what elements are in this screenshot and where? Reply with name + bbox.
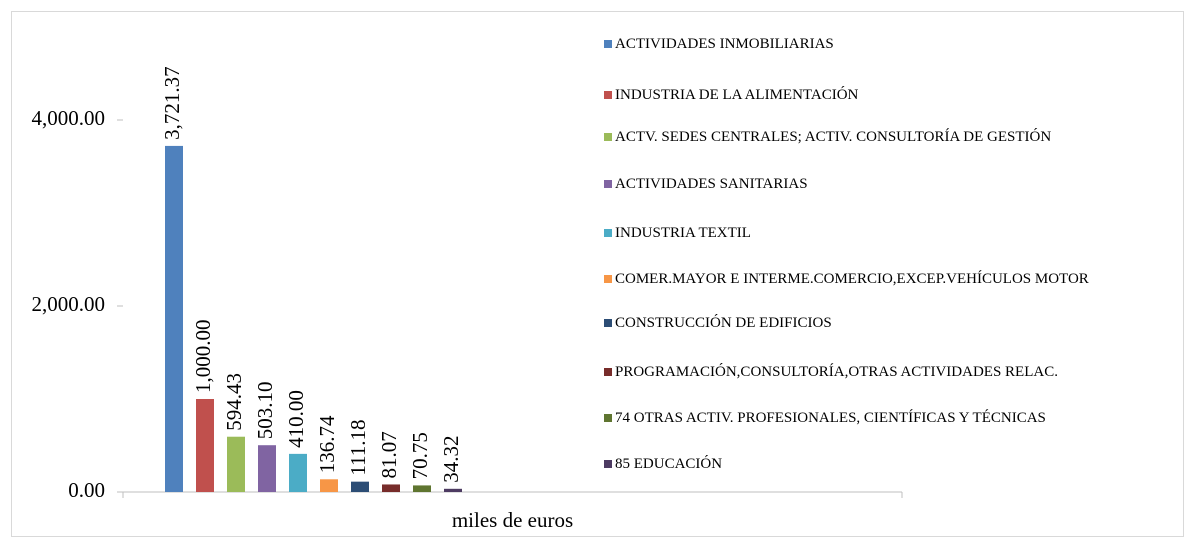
y-tick-label: 0.00	[68, 478, 105, 502]
legend-label: INDUSTRIA DE LA ALIMENTACIÓN	[615, 87, 859, 103]
legend-item: ACTIVIDADES INMOBILIARIAS	[604, 37, 1179, 52]
legend-swatch	[604, 460, 612, 468]
legend-label: 85 EDUCACIÓN	[615, 456, 723, 472]
legend-item: ACTV. SEDES CENTRALES; ACTIV. CONSULTORÍ…	[604, 130, 1179, 145]
legend-swatch	[604, 133, 612, 141]
bar	[196, 399, 214, 492]
legend-item: CONSTRUCCIÓN DE EDIFICIOS	[604, 316, 1179, 331]
bar	[351, 481, 369, 492]
legend-item: 85 EDUCACIÓN	[604, 457, 1179, 472]
legend-label: INDUSTRIA TEXTIL	[615, 225, 751, 241]
data-label: 1,000.00	[191, 320, 215, 394]
bar	[413, 485, 431, 492]
legend-label: CONSTRUCCIÓN DE EDIFICIOS	[615, 315, 832, 331]
legend-item: INDUSTRIA DE LA ALIMENTACIÓN	[604, 88, 1179, 103]
legend-item: PROGRAMACIÓN,CONSULTORÍA,OTRAS ACTIVIDAD…	[604, 365, 1179, 380]
bar	[444, 488, 462, 492]
legend-swatch	[604, 275, 612, 283]
legend-label: COMER.MAYOR E INTERME.COMERCIO,EXCEP.VEH…	[615, 271, 1089, 287]
bar	[258, 445, 276, 492]
data-label: 136.74	[315, 415, 339, 473]
data-label: 111.18	[346, 419, 370, 475]
legend-label: ACTIVIDADES INMOBILIARIAS	[615, 36, 834, 52]
legend-label: PROGRAMACIÓN,CONSULTORÍA,OTRAS ACTIVIDAD…	[615, 364, 1058, 380]
y-tick-label: 4,000.00	[32, 106, 106, 130]
legend-label: ACTV. SEDES CENTRALES; ACTIV. CONSULTORÍ…	[615, 129, 1052, 145]
bar	[320, 479, 338, 492]
data-label: 3,721.37	[160, 66, 184, 140]
data-label: 503.10	[253, 381, 277, 439]
legend-swatch	[604, 180, 612, 188]
bar	[165, 145, 183, 492]
legend-label: 74 OTRAS ACTIV. PROFESIONALES, CIENTÍFIC…	[615, 410, 1046, 426]
x-tick-label: miles de euros	[452, 508, 573, 532]
bar	[289, 453, 307, 492]
data-label: 70.75	[408, 432, 432, 479]
legend-item: 74 OTRAS ACTIV. PROFESIONALES, CIENTÍFIC…	[604, 411, 1179, 426]
legend-swatch	[604, 40, 612, 48]
legend-item: INDUSTRIA TEXTIL	[604, 226, 1179, 241]
legend-swatch	[604, 414, 612, 422]
bar	[382, 484, 400, 492]
legend-swatch	[604, 319, 612, 327]
legend-item: ACTIVIDADES SANITARIAS	[604, 177, 1179, 192]
legend-label: ACTIVIDADES SANITARIAS	[615, 176, 808, 192]
bar	[227, 436, 245, 492]
legend-item: COMER.MAYOR E INTERME.COMERCIO,EXCEP.VEH…	[604, 272, 1179, 287]
data-label: 594.43	[222, 373, 246, 431]
data-label: 34.32	[439, 436, 463, 483]
data-label: 81.07	[377, 431, 401, 478]
legend-swatch	[604, 91, 612, 99]
legend-swatch	[604, 368, 612, 376]
data-label: 410.00	[284, 390, 308, 448]
y-tick-label: 2,000.00	[32, 292, 106, 316]
legend-swatch	[604, 229, 612, 237]
